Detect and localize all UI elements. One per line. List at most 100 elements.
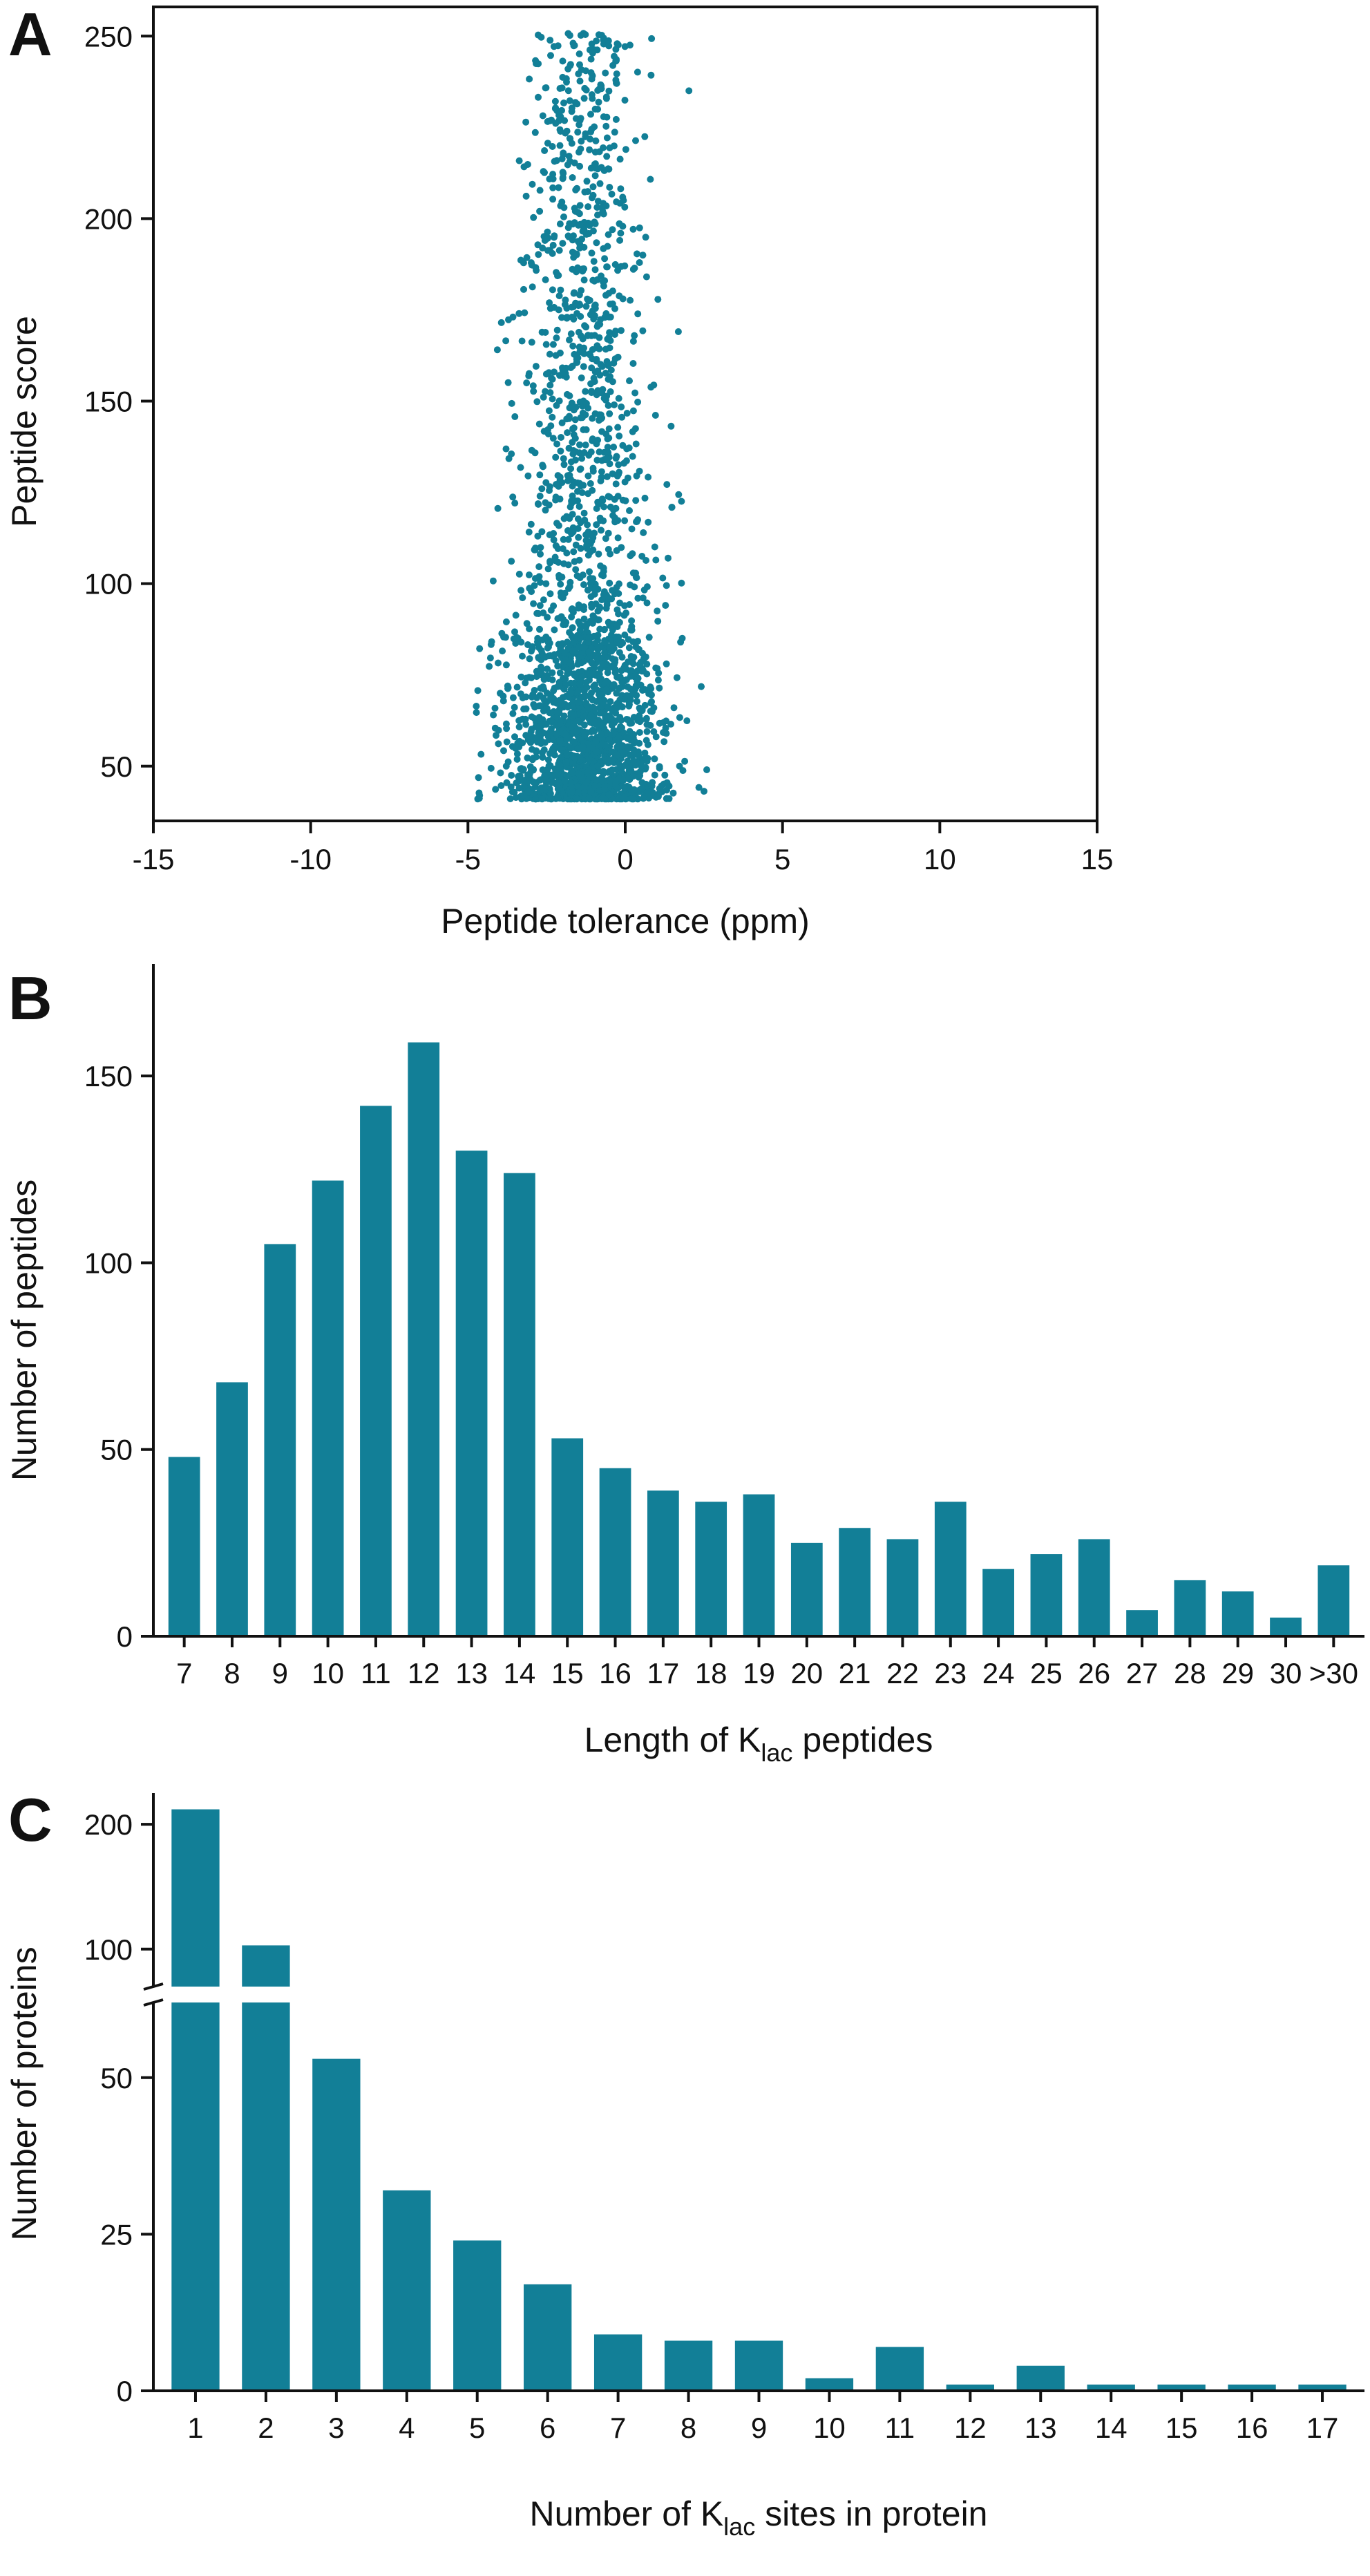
scatter-point — [571, 497, 579, 504]
scatter-point — [624, 683, 631, 691]
scatter-point — [597, 361, 605, 368]
scatter-point — [544, 614, 551, 621]
scatter-point — [539, 766, 546, 774]
scatter-point — [627, 296, 634, 304]
bar — [453, 2240, 502, 2391]
scatter-point — [662, 724, 669, 732]
scatter-point — [577, 544, 584, 552]
scatter-point — [556, 142, 564, 149]
bar — [360, 1106, 392, 1636]
scatter-point — [600, 113, 607, 120]
scatter-point — [586, 146, 593, 153]
scatter-point — [587, 448, 595, 456]
scatter-point — [630, 757, 638, 764]
scatter-point — [585, 648, 593, 656]
scatter-point — [685, 87, 693, 95]
scatter-point — [656, 684, 663, 692]
bar — [1228, 2384, 1276, 2391]
scatter-point — [535, 732, 542, 739]
scatter-point — [555, 292, 563, 300]
scatter-point — [663, 660, 670, 667]
scatter-point — [587, 593, 595, 600]
scatter-point — [542, 276, 549, 283]
scatter-point — [588, 388, 596, 395]
scatter-point — [560, 685, 568, 693]
scatter-point — [564, 472, 571, 480]
scatter-point — [654, 618, 662, 625]
scatter-point — [539, 112, 546, 120]
scatter-point — [591, 410, 599, 417]
scatter-point — [639, 252, 647, 259]
scatter-point — [569, 451, 577, 457]
scatter-point — [647, 699, 655, 707]
bar — [264, 1244, 296, 1636]
scatter-point — [607, 698, 614, 705]
scatter-point — [609, 683, 616, 690]
scatter-point — [474, 687, 482, 694]
scatter-point — [569, 362, 576, 370]
scatter-point — [571, 159, 578, 167]
scatter-point — [558, 314, 565, 321]
scatter-point — [616, 468, 622, 476]
scatter-point — [612, 779, 620, 786]
scatter-point — [523, 674, 530, 682]
scatter-point — [594, 321, 602, 328]
scatter-point — [530, 214, 537, 221]
scatter-point — [614, 353, 622, 361]
y-axis-ticks: 0 25 50 100 200 — [84, 1808, 153, 2407]
x-tick-label: 15 — [1081, 843, 1114, 875]
scatter-point — [645, 634, 653, 641]
scatter-point — [634, 398, 642, 406]
scatter-point — [569, 174, 576, 181]
scatter-point — [546, 762, 554, 770]
scatter-point — [575, 686, 583, 694]
scatter-point — [560, 204, 568, 211]
scatter-point — [605, 290, 613, 297]
scatter-point — [613, 606, 621, 614]
scatter-point — [581, 694, 589, 701]
scatter-point — [527, 520, 535, 528]
scatter-point — [643, 728, 651, 735]
bar — [383, 2190, 431, 2391]
scatter-point — [535, 420, 543, 428]
scatter-point — [509, 694, 517, 701]
scatter-point — [575, 680, 583, 688]
scatter-point — [542, 633, 550, 641]
scatter-point — [588, 659, 596, 666]
scatter-point — [549, 196, 557, 203]
scatter-point — [620, 777, 627, 784]
scatter-point — [487, 764, 495, 772]
scatter-point — [515, 570, 523, 578]
scatter-point — [629, 265, 637, 273]
scatter-point — [569, 342, 577, 350]
scatter-point — [581, 322, 589, 330]
scatter-point — [535, 500, 542, 508]
scatter-point — [519, 594, 526, 602]
scatter-point — [605, 37, 612, 44]
scatter-point — [572, 566, 580, 574]
scatter-point — [602, 535, 609, 542]
scatter-point — [629, 795, 637, 803]
scatter-point — [589, 191, 597, 199]
y-tick-label: 150 — [84, 386, 133, 418]
scatter-point — [630, 654, 638, 661]
scatter-point — [582, 303, 590, 310]
scatter-point — [542, 84, 549, 92]
scatter-point — [649, 708, 656, 715]
scatter-point — [606, 579, 613, 587]
scatter-point — [602, 122, 610, 130]
bar — [216, 1382, 248, 1636]
scatter-point — [511, 703, 518, 711]
scatter-point — [612, 709, 620, 717]
scatter-point — [600, 210, 607, 218]
x-tick-label: 17 — [1306, 2412, 1339, 2444]
scatter-point — [561, 117, 569, 124]
scatter-point — [625, 702, 633, 710]
x-axis-title-main: Length of K — [584, 1721, 761, 1759]
scatter-point — [598, 495, 606, 503]
scatter-point — [551, 232, 558, 240]
scatter-point — [619, 496, 627, 504]
scatter-point — [593, 685, 600, 693]
scatter-point — [575, 503, 583, 510]
scatter-point — [593, 239, 600, 247]
